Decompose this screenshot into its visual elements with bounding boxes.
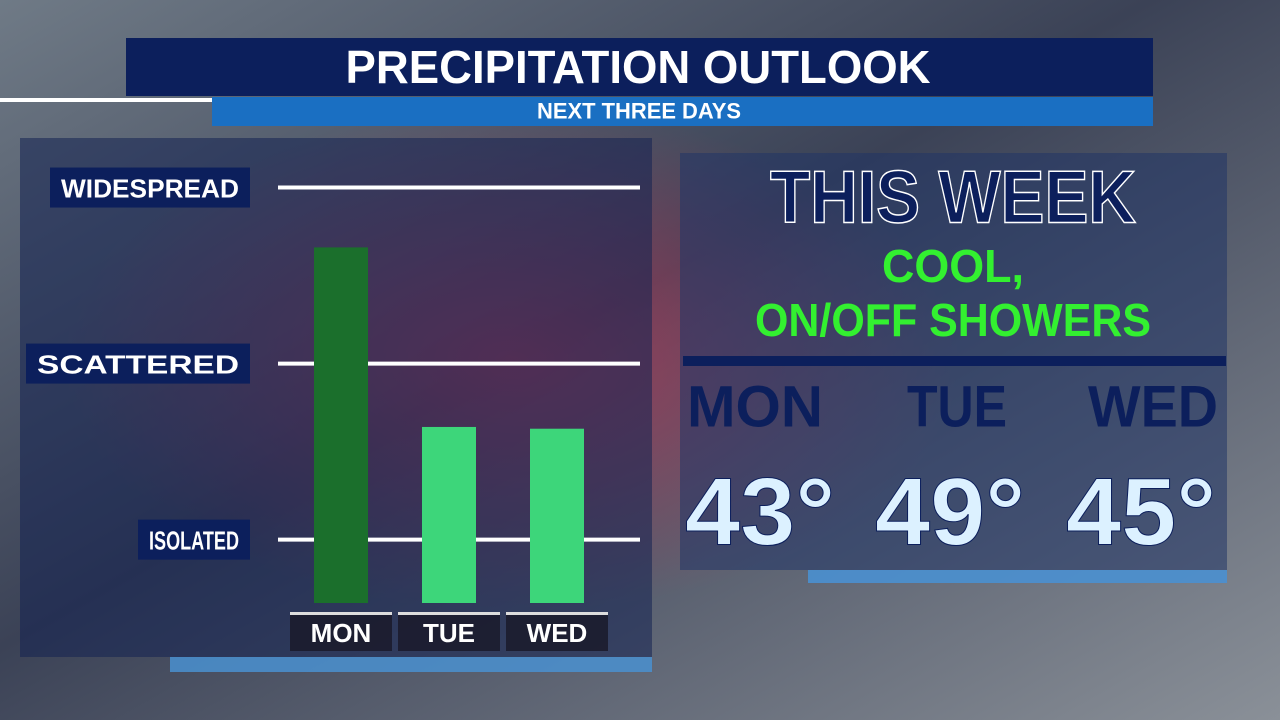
x-tick-label: TUE (423, 618, 475, 648)
y-tick-label: SCATTERED (37, 350, 239, 380)
temperature: 43° (685, 459, 835, 566)
panel-accent (170, 657, 652, 672)
week-summary: ON/OFF SHOWERS (755, 294, 1151, 346)
x-tick-box (506, 614, 608, 651)
title-rule (0, 98, 212, 102)
x-tick-box (290, 614, 392, 651)
panel-accent (808, 570, 1227, 583)
chart: ISOLATED SCATTERED WIDESPREAD MON TUE WED (26, 167, 640, 651)
y-tick-box (138, 519, 250, 560)
day-label: MON (687, 375, 823, 440)
week-title: THIS WEEK (770, 156, 1136, 239)
x-tick-label: WED (527, 618, 588, 648)
x-tick-underline (290, 612, 392, 615)
chart-title: PRECIPITATION OUTLOOK (346, 41, 931, 93)
subtitle-bar (212, 97, 1153, 126)
y-tick-box (50, 167, 250, 208)
day-label: TUE (907, 375, 1007, 440)
x-tick-box (398, 614, 500, 651)
y-tick-label: WIDESPREAD (61, 174, 239, 204)
temperature: 49° (875, 459, 1025, 566)
y-tick-box (26, 343, 250, 384)
x-tick-underline (506, 612, 608, 615)
title-bar (126, 38, 1153, 96)
chart-subtitle: NEXT THREE DAYS (537, 99, 741, 124)
divider (683, 356, 1226, 366)
x-tick-underline (398, 612, 500, 615)
temperature: 45° (1066, 459, 1216, 566)
day-label: WED (1088, 375, 1218, 440)
bar (314, 247, 368, 604)
x-tick-label: MON (311, 618, 372, 648)
bar (530, 428, 584, 603)
bar (422, 426, 476, 603)
week-summary: COOL, (882, 240, 1024, 292)
y-tick-label: ISOLATED (149, 526, 239, 556)
